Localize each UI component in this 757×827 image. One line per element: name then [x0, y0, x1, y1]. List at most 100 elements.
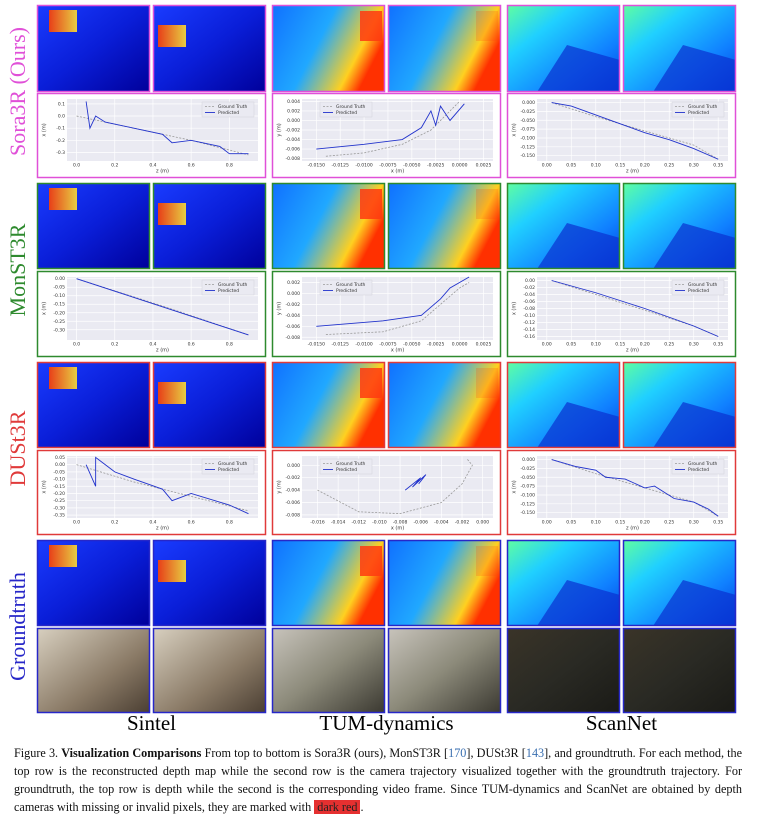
x-axis-label: z (m) [156, 169, 169, 175]
image-border [271, 627, 386, 714]
x-tick-label: 0.0025 [476, 163, 492, 169]
x-axis-label: x (m) [391, 169, 404, 175]
x-tick-label: 0.0000 [452, 163, 468, 169]
y-tick-label: -0.004 [285, 488, 300, 494]
row-label: Groundtruth [5, 572, 30, 681]
legend-label: Ground Truth [218, 104, 248, 110]
x-tick-label: 0.8 [226, 163, 233, 169]
image-border [152, 4, 267, 93]
image-border [271, 539, 386, 627]
image-fill [388, 5, 501, 92]
y-axis-label: x (m) [42, 480, 48, 493]
y-axis-label: y (m) [277, 302, 283, 315]
trajectory-plot: 0.00 0.05 0.10 0.15 0.20 0.25 0.30 0.350.00-0.0… [506, 270, 737, 358]
legend-label: Predicted [218, 110, 239, 116]
image-patch [360, 368, 382, 398]
image-border [622, 361, 737, 449]
caption-text: ], and groundtruth. For each method, the… [14, 746, 743, 814]
x-tick-label: 0.4 [149, 520, 156, 526]
y-tick-label: -0.08 [523, 306, 535, 312]
x-axis-label: z (m) [626, 169, 639, 175]
x-tick-label: 0.8 [226, 520, 233, 526]
legend-label: Ground Truth [688, 104, 718, 110]
row-labels: Sora3R (Ours) MonST3R DUSt3R Groundtruth [5, 27, 30, 681]
legend-box [319, 458, 373, 475]
image [622, 4, 737, 93]
y-tick-label: -0.06 [523, 299, 535, 305]
image-patch [653, 580, 736, 626]
trajectory-plot: 0.0 0.2 0.4 0.6 0.8 0.1 0.0 -0.1 -0.2 -0.3 z (m) x … [36, 92, 267, 179]
x-tick-label: -0.0025 [427, 163, 445, 169]
y-tick-label: 0.000 [287, 463, 300, 469]
row-label: MonST3R [5, 223, 30, 316]
image-border [506, 627, 621, 714]
legend-box [319, 279, 373, 296]
image-patch [537, 580, 620, 626]
x-tick-label: -0.0150 [308, 163, 326, 169]
x-axis-label: z (m) [626, 348, 639, 354]
y-tick-label: -0.25 [53, 498, 65, 504]
image-patch [537, 402, 620, 448]
x-axis-label: x (m) [391, 526, 404, 532]
y-tick-label: -0.008 [285, 156, 300, 162]
y-tick-label: -0.2 [56, 138, 65, 144]
legend-box [201, 458, 255, 475]
x-tick-label: 0.15 [615, 163, 625, 169]
x-tick-label: 0.10 [591, 342, 601, 348]
image-fill [153, 362, 266, 448]
legend-label: Predicted [336, 110, 357, 116]
column-label: Sintel [127, 711, 176, 735]
y-tick-label: -0.05 [53, 285, 65, 291]
legend-label: Predicted [218, 467, 239, 473]
x-tick-label: -0.0100 [355, 342, 373, 348]
image [387, 361, 502, 449]
y-tick-label: -0.12 [523, 320, 535, 326]
image [36, 4, 151, 93]
row-label: Sora3R (Ours) [5, 27, 30, 156]
image-patch [476, 368, 498, 398]
image-border [506, 182, 621, 270]
predicted-line [76, 278, 249, 336]
y-tick-label: -0.04 [523, 292, 535, 298]
x-tick-label: -0.016 [310, 520, 325, 526]
y-tick-label: 0.000 [287, 118, 300, 124]
image [152, 361, 267, 449]
cells: 0.0 0.2 0.4 0.6 0.8 0.1 0.0 -0.1 -0.2 -0.3 z (m) x … [36, 4, 737, 714]
y-tick-label: 0.000 [522, 457, 535, 463]
image [36, 539, 151, 627]
row-label: DUSt3R [5, 410, 30, 486]
x-tick-label: 0.05 [566, 342, 576, 348]
image-border [622, 182, 737, 270]
image [152, 627, 267, 714]
image-patch [537, 45, 620, 92]
x-tick-label: 0.0 [73, 520, 80, 526]
y-axis-label: y (m) [277, 123, 283, 136]
predicted-line [85, 101, 249, 155]
image [387, 627, 502, 714]
y-tick-label: -0.125 [520, 144, 535, 150]
image [387, 182, 502, 270]
x-tick-label: -0.0050 [403, 342, 421, 348]
x-tick-label: 0.10 [591, 520, 601, 526]
image-border [387, 361, 502, 449]
y-tick-label: -0.100 [520, 492, 535, 498]
x-tick-label: 0.30 [689, 520, 699, 526]
legend-label: Ground Truth [688, 282, 718, 288]
legend-box [201, 101, 255, 118]
image-patch [360, 11, 382, 41]
y-tick-label: -0.1 [56, 126, 65, 132]
x-tick-label: 0.00 [542, 520, 552, 526]
y-tick-label: -0.25 [53, 319, 65, 325]
image [271, 361, 386, 449]
image-patch [49, 367, 77, 389]
image-fill [507, 628, 620, 713]
image-fill [37, 628, 150, 713]
image-border [36, 4, 151, 93]
y-tick-label: -0.050 [520, 475, 535, 481]
ground-truth-line [325, 282, 470, 335]
x-tick-label: -0.0125 [332, 342, 350, 348]
x-tick-label: 0.0 [73, 163, 80, 169]
image-border [387, 4, 502, 93]
trajectory-plot: 0.0 0.2 0.4 0.6 0.8 0.00 -0.05 -0.10 -0.15 -0.20 -… [36, 270, 267, 358]
